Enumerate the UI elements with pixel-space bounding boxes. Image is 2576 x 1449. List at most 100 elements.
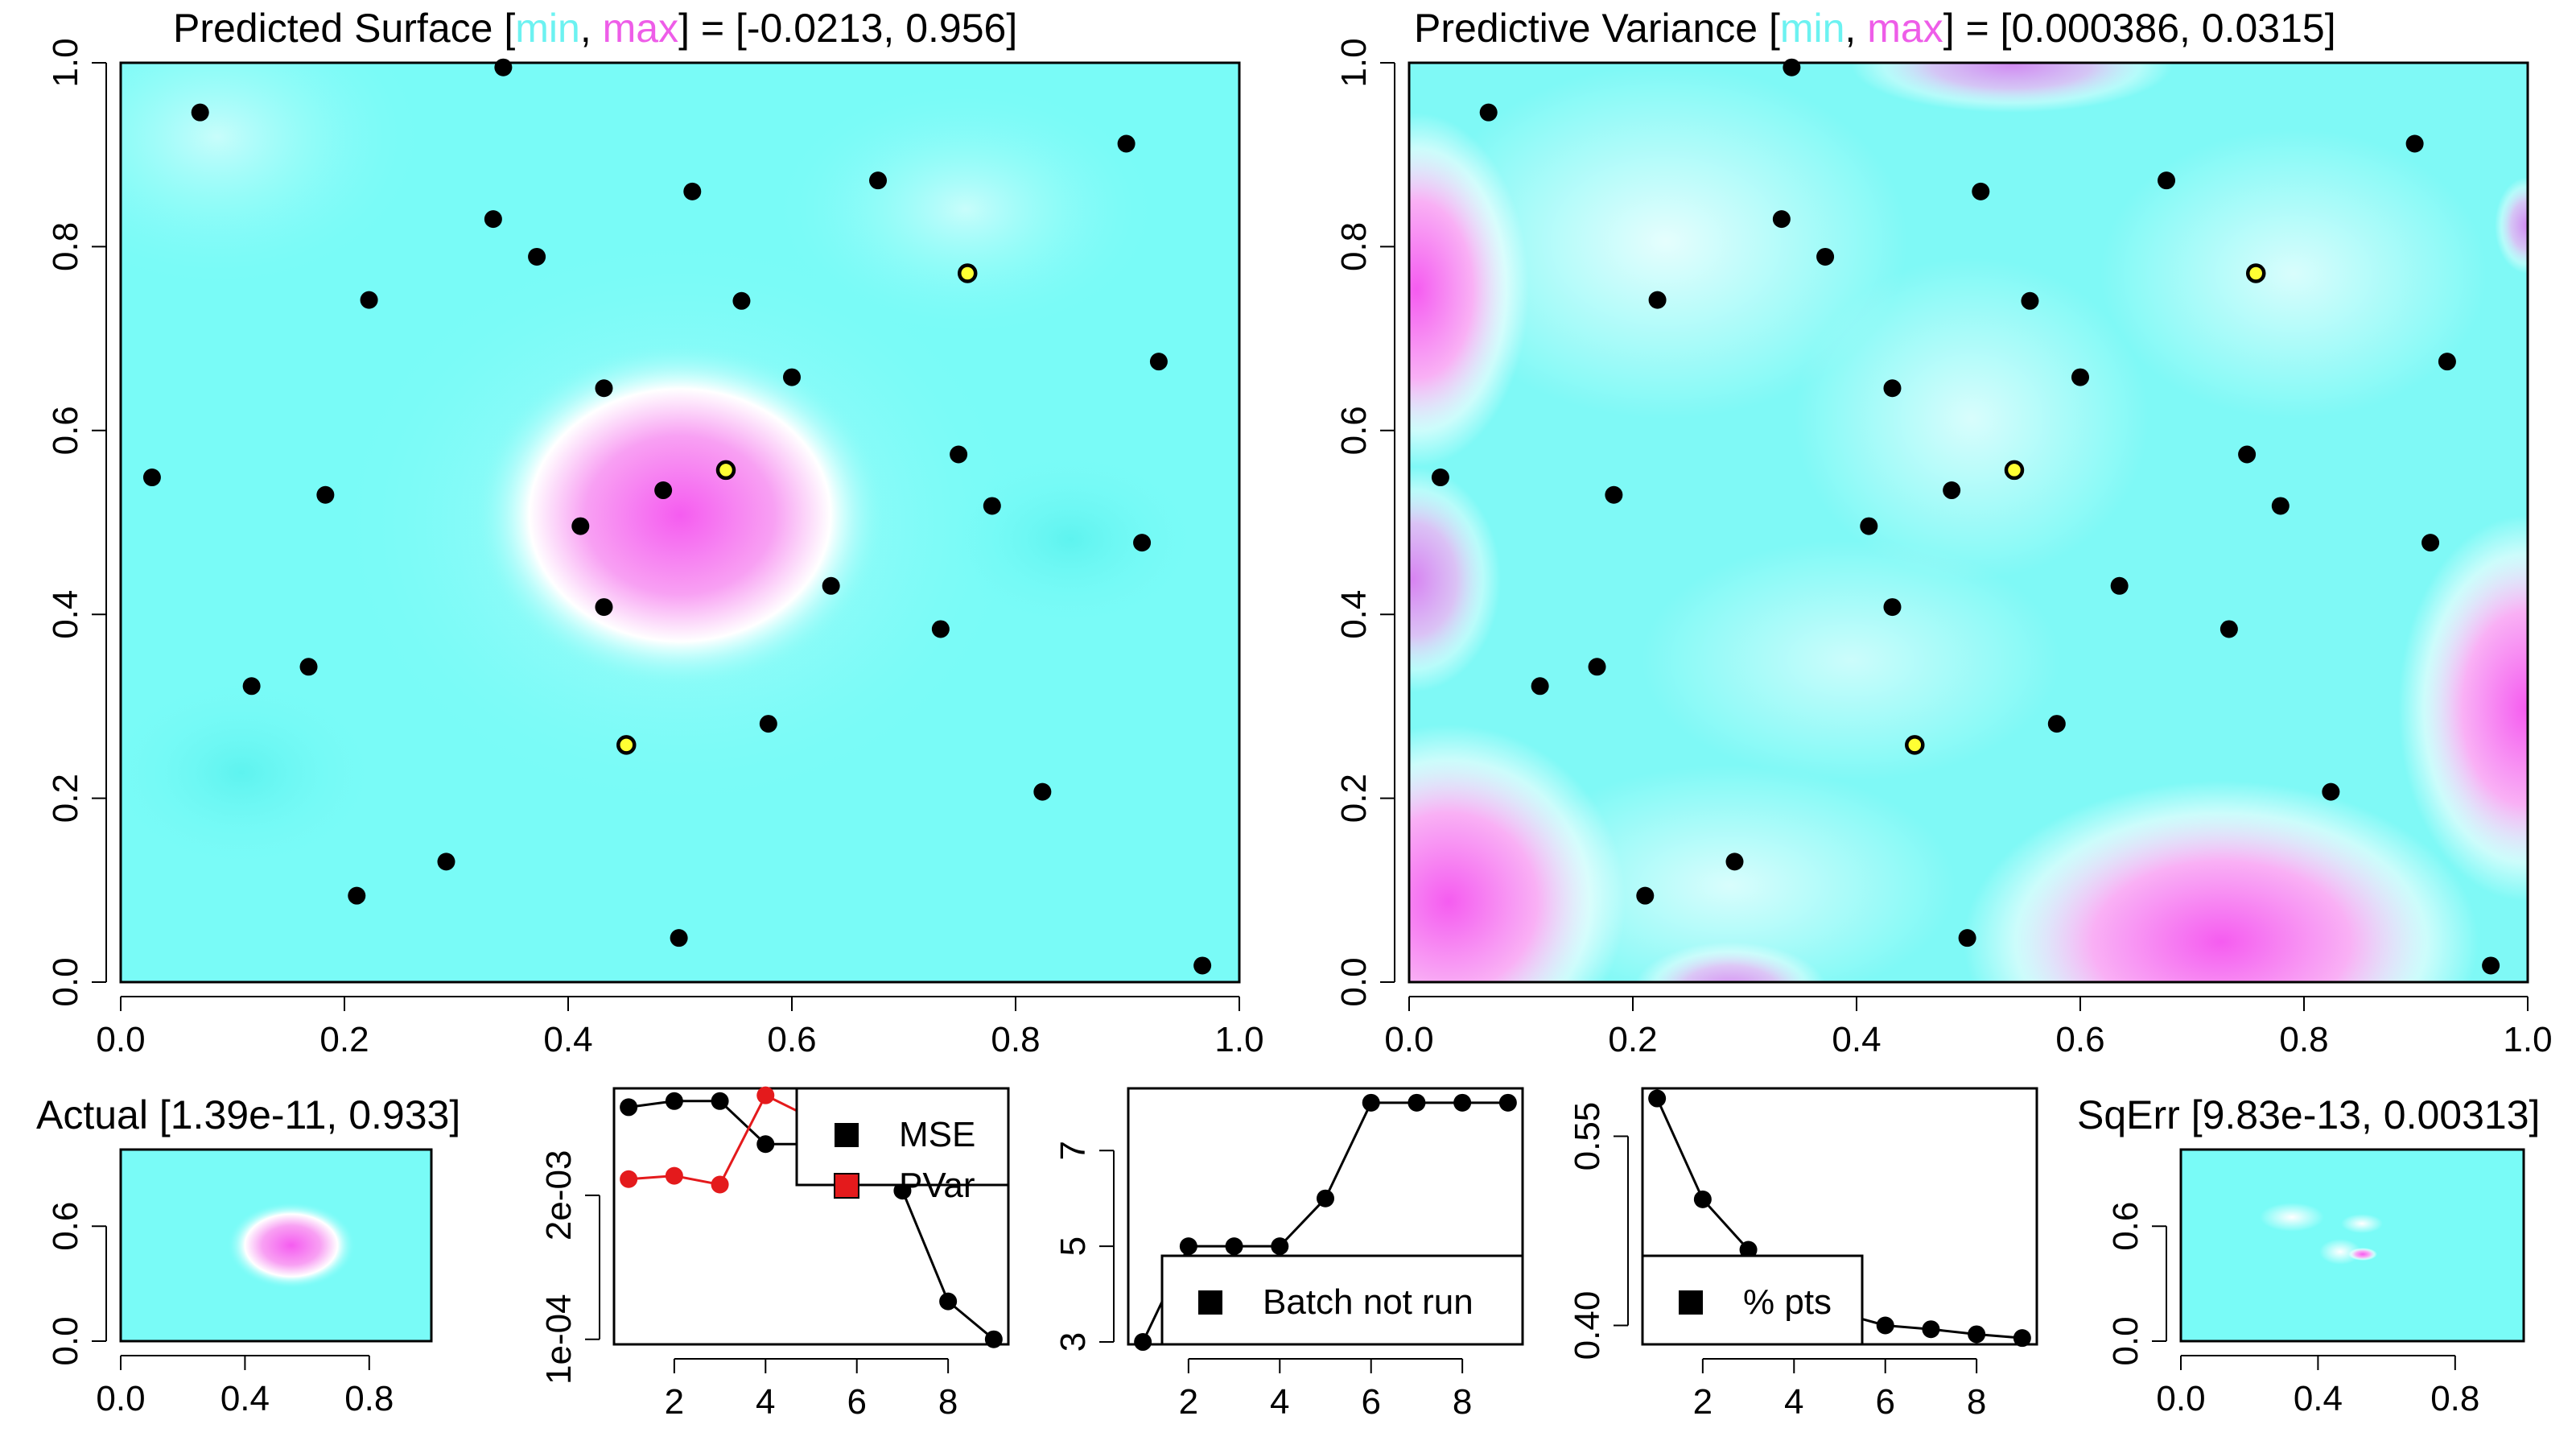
surface-dip-right — [942, 451, 1199, 628]
mse-pvar-data-point — [756, 1135, 775, 1154]
pct-y-tick-label: 0.55 — [1568, 1102, 1607, 1171]
mse-legend-label: MSE — [899, 1115, 975, 1154]
mse-pvar-x-tick-label: 4 — [756, 1382, 775, 1422]
variance-y-tick-label: 0.4 — [1334, 590, 1374, 639]
surface-design-point — [670, 929, 688, 947]
sqerr-y-tick-label: 0.6 — [2106, 1202, 2145, 1251]
sqerr-peak — [2348, 1248, 2377, 1261]
variance-design-point — [1479, 103, 1498, 122]
sqerr-panel: SqErr [9.83e-13, 0.00313] 0.0 0.4 0.80.00.… — [2077, 1092, 2540, 1418]
pct-x-tick-label: 4 — [1784, 1382, 1803, 1422]
variance-design-point — [2322, 782, 2340, 801]
batch-panel: 2 4 6 8 3 5 7 Batch not run — [1053, 1087, 1524, 1422]
mse-pvar-data-point — [665, 1166, 683, 1185]
surface-design-point — [732, 291, 751, 310]
variance-hotspot-edge — [2495, 177, 2528, 274]
batch-x-tick-label: 4 — [1270, 1382, 1289, 1422]
surface-title-max: max — [603, 6, 678, 51]
batch-legend-swatch — [1198, 1290, 1222, 1315]
variance-axes: 0.0 0.2 0.4 0.6 0.8 1.0 0.0 0.2 0.4 0.6 0.8 1.0 — [1334, 38, 2553, 1059]
pct-data-point — [1876, 1316, 1894, 1335]
variance-design-point — [1958, 929, 1976, 947]
surface-design-point — [595, 379, 613, 398]
surface-design-point — [1149, 353, 1168, 371]
variance-hotspot-left-mid — [1409, 467, 1501, 692]
surface-x-tick-label: 0.8 — [991, 1020, 1040, 1059]
surface-design-point — [822, 576, 840, 595]
surface-title-suffix: ] = [-0.0213, 0.956] — [678, 6, 1017, 51]
sqerr-heatmap — [2181, 1150, 2524, 1341]
actual-heatmap — [121, 1150, 431, 1341]
surface-design-point — [950, 445, 968, 464]
surface-x-tick-label: 0.6 — [767, 1020, 816, 1059]
mse-pvar-data-point — [939, 1292, 958, 1311]
surface-x-tick-label: 1.0 — [1214, 1020, 1263, 1059]
surface-y-tick-label: 0.4 — [46, 590, 85, 639]
variance-x-tick-label: 1.0 — [2503, 1020, 2552, 1059]
variance-design-point — [1725, 852, 1744, 871]
pct-legend: % pts — [1641, 1254, 1864, 1346]
sqerr-y-tick-label: 0.0 — [2106, 1316, 2145, 1365]
variance-design-point — [2158, 171, 2176, 190]
variance-design-point — [1943, 481, 1961, 500]
variance-title-prefix: Predictive Variance [ — [1414, 6, 1780, 51]
pct-legend-swatch — [1679, 1290, 1703, 1315]
mse-pvar-data-point — [756, 1086, 775, 1104]
surface-y-tick-label: 0.8 — [46, 222, 85, 271]
batch-plot: 2 4 6 8 3 5 7 — [1053, 1093, 1517, 1422]
surface-design-point — [191, 103, 209, 122]
batch-x-tick-label: 6 — [1361, 1382, 1380, 1422]
variance-title: Predictive Variance [min, max] = [0.0003… — [1414, 6, 2336, 51]
variance-design-point — [2421, 534, 2440, 552]
surface-design-point — [1033, 782, 1052, 801]
pct-x-tick-label: 2 — [1693, 1382, 1713, 1422]
surface-design-point — [869, 171, 888, 190]
variance-design-point — [2405, 134, 2424, 153]
variance-design-point — [2047, 715, 2066, 733]
actual-x-tick-label: 0.4 — [221, 1379, 270, 1418]
surface-design-point — [360, 291, 378, 309]
batch-data-point — [1179, 1237, 1197, 1256]
pct-legend-label: % pts — [1743, 1282, 1832, 1322]
surface-design-point — [348, 886, 366, 905]
batch-data-point — [1134, 1333, 1152, 1352]
variance-x-tick-label: 0.6 — [2055, 1020, 2104, 1059]
variance-points — [1431, 58, 2500, 975]
variance-design-point — [2071, 368, 2089, 386]
surface-design-point — [654, 481, 673, 500]
surface-highlight-point — [957, 263, 978, 283]
sqerr-x-tick-label: 0.0 — [2156, 1379, 2205, 1418]
surface-title-sep: , — [580, 6, 603, 51]
variance-title-max: max — [1867, 6, 1943, 51]
surface-y-tick-label: 0.6 — [46, 406, 85, 455]
actual-axes: 0.0 0.4 0.8 0.0 0.6 — [46, 1202, 394, 1418]
batch-x-tick-label: 2 — [1179, 1382, 1198, 1422]
batch-data-point — [1362, 1093, 1380, 1112]
surface-frame — [119, 61, 1241, 984]
surface-y-tick-label: 0.2 — [46, 774, 85, 823]
variance-white-4 — [1642, 539, 2060, 781]
surface-x-tick-label: 0.2 — [319, 1020, 369, 1059]
batch-y-tick-label: 5 — [1053, 1236, 1093, 1256]
variance-design-point — [1816, 247, 1835, 266]
pct-data-point — [2013, 1329, 2031, 1348]
batch-data-point — [1271, 1237, 1289, 1256]
variance-title-sep: , — [1844, 6, 1867, 51]
batch-x-tick-label: 8 — [1453, 1382, 1472, 1422]
variance-design-point — [1883, 598, 1902, 617]
surface-highlight-point — [616, 735, 637, 755]
variance-design-point — [1431, 469, 1449, 487]
surface-design-point — [783, 368, 801, 386]
variance-hotspot-right — [2398, 515, 2528, 902]
predicted-surface-panel: Predicted Surface [min, max] = [-0.0213,… — [46, 6, 1264, 1059]
sqerr-spot-3 — [2319, 1239, 2361, 1265]
surface-design-point — [316, 485, 335, 504]
sqerr-spot-2 — [2341, 1214, 2383, 1233]
variance-design-point — [1883, 379, 1902, 398]
variance-y-tick-label: 0.8 — [1334, 222, 1374, 271]
mse-pvar-x-tick-label: 8 — [938, 1382, 958, 1422]
variance-heatmap — [1409, 63, 2528, 982]
sqerr-x-tick-label: 0.8 — [2430, 1379, 2479, 1418]
mse-pvar-data-point — [665, 1092, 683, 1110]
